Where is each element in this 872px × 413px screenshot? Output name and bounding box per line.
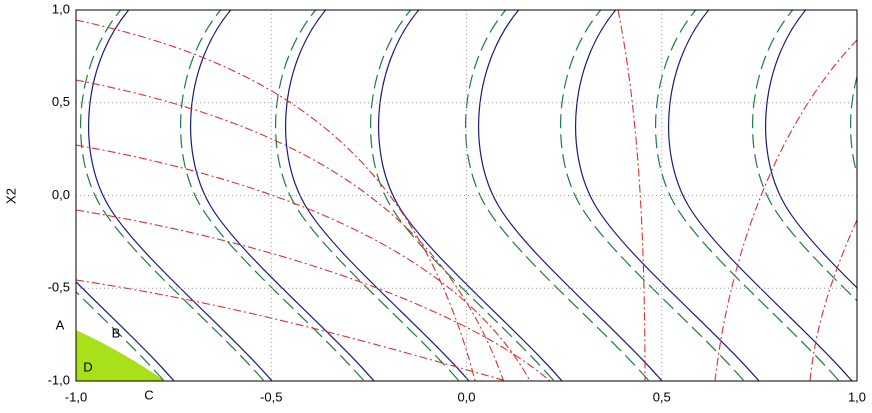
contours: [76, 10, 857, 381]
contour-line: [714, 39, 857, 381]
contour-line: [76, 19, 476, 381]
contour-line: [850, 74, 857, 176]
contour-line: [285, 10, 470, 381]
contour-line: [180, 10, 365, 381]
y-tick-label: -1,0: [48, 372, 70, 387]
annotation: B: [112, 325, 121, 340]
contour-line: [560, 10, 745, 381]
x-tick-label: -1,0: [65, 389, 87, 404]
contour-line: [76, 144, 531, 381]
annotation: C: [144, 387, 153, 402]
x-tick-label: 0,5: [653, 389, 671, 404]
feasible-region: [76, 330, 165, 381]
annotation: A: [56, 317, 65, 332]
contour-line: [765, 10, 857, 289]
annotation: D: [83, 359, 92, 374]
contour-line: [76, 209, 551, 381]
contour-line: [190, 10, 375, 381]
contour-line: [668, 10, 853, 381]
contour-line: [809, 219, 857, 381]
y-tick-label: 1,0: [52, 1, 70, 16]
y-tick-label: -0,5: [48, 280, 70, 295]
contour-line: [465, 10, 650, 381]
contour-line: [76, 290, 165, 381]
contour-line: [370, 10, 555, 381]
contour-line: [752, 10, 857, 302]
contour-line: [655, 10, 840, 381]
y-tick-label: 0,5: [52, 94, 70, 109]
contour-line: [378, 10, 563, 381]
contour-line: [275, 10, 460, 381]
y-axis-label: X2: [3, 188, 18, 204]
contour-line: [478, 10, 663, 381]
x-tick-label: 1,0: [848, 389, 866, 404]
x-tick-label: -0,5: [260, 389, 282, 404]
contour-line: [80, 10, 265, 381]
x-tick-label: 0,0: [457, 389, 475, 404]
contour-line: [617, 10, 646, 381]
plot-frame: [75, 9, 858, 382]
contour-line: [88, 10, 273, 381]
contour-line: [76, 279, 509, 381]
contour-line: [76, 281, 175, 381]
y-tick-label: 0,0: [52, 187, 70, 202]
contour-line: [575, 10, 760, 381]
contour-line: [76, 79, 505, 381]
